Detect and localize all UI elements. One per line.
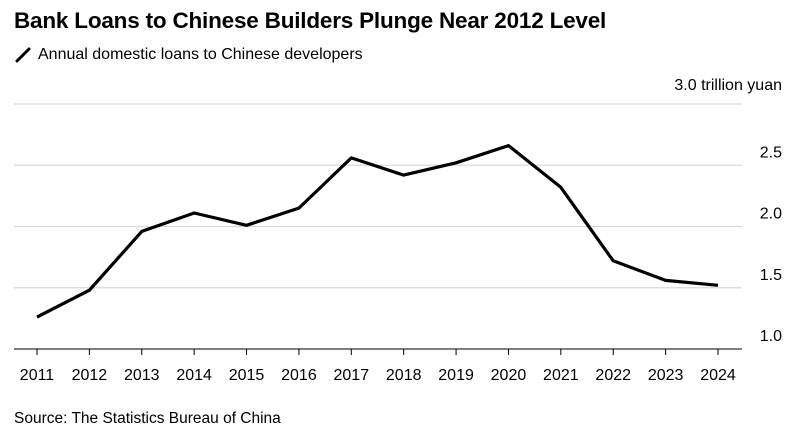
x-tick-label: 2023 xyxy=(648,367,684,384)
x-tick-label: 2024 xyxy=(700,367,736,384)
x-tick-label: 2011 xyxy=(20,367,55,384)
y-tick-label: 1.0 xyxy=(760,328,782,345)
legend: Annual domestic loans to Chinese develop… xyxy=(14,46,363,64)
y-tick-label: 2.5 xyxy=(760,144,782,161)
x-tick-label: 2016 xyxy=(281,367,317,384)
line-swatch-icon xyxy=(15,47,31,63)
x-tick-label: 2020 xyxy=(491,367,527,384)
x-tick-label: 2015 xyxy=(229,367,265,384)
x-tick-label: 2014 xyxy=(176,367,212,384)
x-tick-label: 2021 xyxy=(543,367,579,384)
x-tick-label: 2022 xyxy=(595,367,631,384)
x-tick-label: 2017 xyxy=(334,367,370,384)
y-tick-label: 2.0 xyxy=(760,206,782,223)
x-tick-label: 2018 xyxy=(386,367,422,384)
y-tick-label: 1.5 xyxy=(760,267,782,284)
x-tick-label: 2012 xyxy=(72,367,108,384)
y-tick-label: 3.0 trillion yuan xyxy=(674,77,782,94)
chart-title: Bank Loans to Chinese Builders Plunge Ne… xyxy=(14,8,607,33)
source-note: Source: The Statistics Bureau of China xyxy=(14,410,281,427)
x-tick-label: 2013 xyxy=(124,367,160,384)
series-line xyxy=(36,144,719,319)
x-tick-label: 2019 xyxy=(438,367,474,384)
legend-label: Annual domestic loans to Chinese develop… xyxy=(38,46,363,63)
